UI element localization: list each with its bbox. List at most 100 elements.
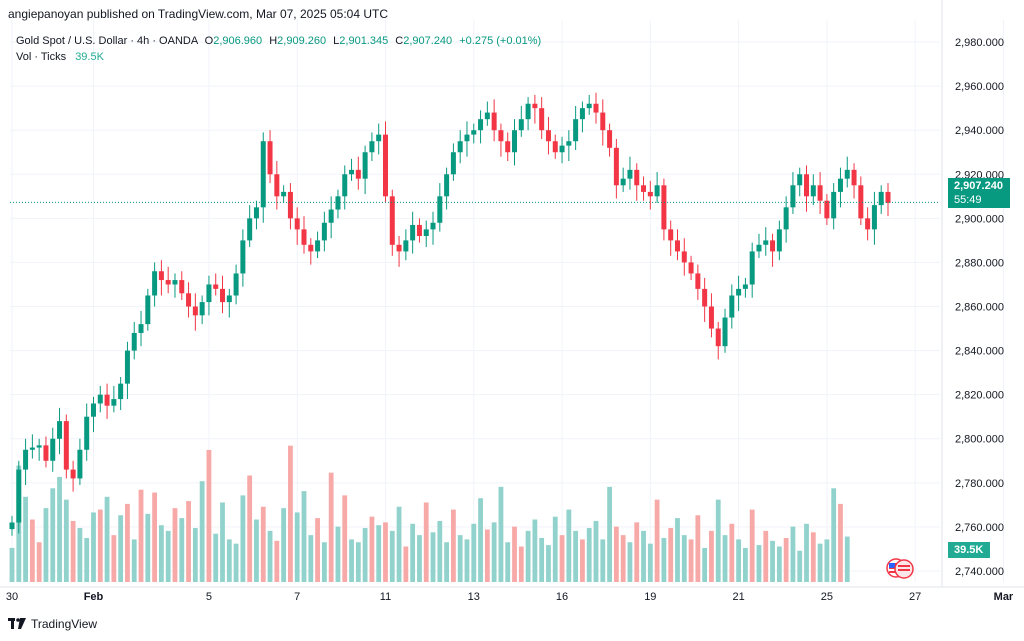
y-tick-label: 2,900.000 xyxy=(955,213,1004,225)
event-marker-icon[interactable] xyxy=(894,559,914,579)
volume-bar xyxy=(179,518,185,582)
tradingview-logo-icon xyxy=(8,618,26,629)
volume-bar xyxy=(192,528,198,582)
candle-body xyxy=(804,174,810,197)
footer-brand[interactable]: TradingView xyxy=(8,617,97,631)
candle-body xyxy=(797,174,803,186)
candle-body xyxy=(240,240,246,274)
volume-bar xyxy=(695,515,701,582)
candle-body xyxy=(647,191,653,197)
candle-body xyxy=(145,295,151,325)
candle-body xyxy=(525,103,531,120)
candle-body xyxy=(878,191,884,206)
volume-bar xyxy=(661,537,667,582)
candle-body xyxy=(491,112,497,131)
change-value: +0.275 (+0.01%) xyxy=(459,35,542,47)
candle-body xyxy=(654,185,660,197)
volume-bar xyxy=(328,472,334,582)
volume-bar xyxy=(335,526,341,582)
volume-bar xyxy=(681,535,687,582)
candle-body xyxy=(484,112,490,120)
candle-body xyxy=(641,185,647,192)
volume-bar xyxy=(450,509,456,582)
candle-body xyxy=(858,185,864,219)
volume-bar xyxy=(770,540,775,582)
candle-body xyxy=(695,273,701,289)
x-tick-label: Feb xyxy=(84,591,104,603)
candle-body xyxy=(416,224,422,236)
volume-value: 39.5K xyxy=(75,51,104,63)
volume-bar xyxy=(226,539,232,582)
volume-bar xyxy=(301,491,307,582)
volume-bar xyxy=(294,512,300,582)
volume-bar xyxy=(97,509,103,582)
volume-bar xyxy=(580,539,585,582)
y-tick-label: 2,860.000 xyxy=(955,302,1004,314)
candle-body xyxy=(566,141,572,146)
time-axis[interactable]: 30Feb5711131619212527Mar57 xyxy=(6,591,1024,603)
candle-body xyxy=(871,205,877,230)
volume-bar xyxy=(756,545,762,582)
candle-body xyxy=(736,288,742,296)
volume-label: Vol · Ticks xyxy=(16,51,67,63)
volume-bar xyxy=(742,547,748,582)
x-tick-label: 19 xyxy=(644,591,656,603)
candle-body xyxy=(321,222,327,241)
candle-body xyxy=(131,332,137,351)
low-label: L xyxy=(333,35,340,47)
candle-body xyxy=(23,449,29,470)
volume-bar xyxy=(70,520,76,582)
volume-bar xyxy=(423,502,429,582)
candle-body xyxy=(111,399,117,406)
candle-body xyxy=(674,240,680,252)
volume-bar xyxy=(91,512,96,582)
candle-body xyxy=(620,178,626,186)
x-tick-label: 5 xyxy=(206,591,212,603)
candle-body xyxy=(783,207,789,230)
volume-bar xyxy=(240,495,246,582)
volume-bar xyxy=(539,537,545,582)
candle-body xyxy=(186,293,192,307)
candle-body xyxy=(206,284,212,303)
volume-bar xyxy=(23,496,28,582)
symbol-title: Gold Spot / U.S. Dollar · 4h · OANDA xyxy=(16,35,198,47)
y-tick-label: 2,800.000 xyxy=(955,434,1004,446)
publisher-line: angiepanoyan published on TradingView.co… xyxy=(8,7,389,21)
candle-body xyxy=(831,191,837,219)
last-price-tag: 2,907.240 55:49 xyxy=(948,178,1010,208)
candle-body xyxy=(70,469,76,479)
volume-bar xyxy=(186,501,191,582)
volume-bar xyxy=(220,502,225,582)
volume-bar xyxy=(505,542,511,582)
price-axis[interactable]: 2,980.0002,960.0002,940.0002,920.0002,90… xyxy=(955,37,1004,578)
volume-bar xyxy=(512,526,517,582)
volume-bars xyxy=(9,445,850,582)
volume-bar xyxy=(715,499,721,582)
legend-ohlc-row[interactable]: Gold Spot / U.S. Dollar · 4h · OANDA O2,… xyxy=(16,33,541,49)
volume-bar xyxy=(573,530,579,582)
candle-body xyxy=(478,119,484,131)
x-tick-label: 27 xyxy=(909,591,921,603)
volume-bar xyxy=(254,519,259,582)
volume-bar xyxy=(518,546,524,582)
candle-body xyxy=(851,169,857,186)
volume-bar xyxy=(104,496,110,582)
y-tick-label: 2,960.000 xyxy=(955,81,1004,93)
candle-body xyxy=(457,141,463,153)
volume-bar xyxy=(647,543,653,582)
volume-bar xyxy=(36,542,42,582)
volume-bar xyxy=(342,495,348,582)
volume-bar xyxy=(776,546,782,582)
volume-bar xyxy=(267,530,273,582)
candle-body xyxy=(294,218,300,230)
legend-volume-row[interactable]: Vol · Ticks 39.5K xyxy=(16,49,541,65)
candle-body xyxy=(342,174,348,197)
candle-body xyxy=(512,130,518,153)
candle-body xyxy=(97,394,103,404)
candle-body xyxy=(104,394,110,406)
volume-bar xyxy=(702,547,708,582)
volume-bar xyxy=(634,522,640,582)
volume-bar xyxy=(349,539,354,582)
volume-bar xyxy=(749,509,755,582)
